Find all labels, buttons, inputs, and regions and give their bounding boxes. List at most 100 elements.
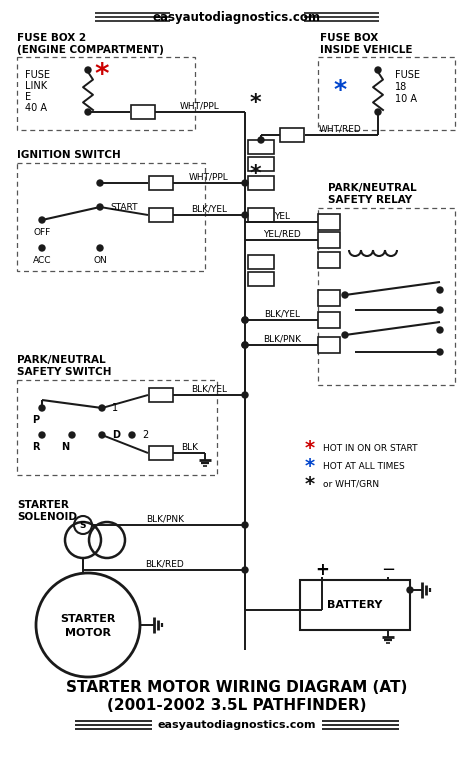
Text: MOTOR: MOTOR	[65, 628, 111, 638]
Circle shape	[97, 180, 103, 186]
Text: STARTER: STARTER	[60, 614, 116, 624]
Bar	[248, 208, 274, 222]
Text: YEL: YEL	[274, 211, 290, 221]
Text: *: *	[249, 93, 261, 113]
Circle shape	[342, 292, 348, 298]
Text: 2: 2	[142, 430, 148, 440]
Text: STARTER: STARTER	[17, 500, 69, 510]
Text: WHT/PPL: WHT/PPL	[189, 172, 229, 182]
Circle shape	[242, 567, 248, 573]
Text: PARK/NEUTRAL: PARK/NEUTRAL	[328, 183, 417, 193]
Text: (2001-2002 3.5L PATHFINDER): (2001-2002 3.5L PATHFINDER)	[107, 699, 367, 713]
Circle shape	[242, 342, 248, 348]
Text: LINK: LINK	[25, 81, 47, 91]
Bar	[318, 312, 340, 328]
Circle shape	[39, 245, 45, 251]
Circle shape	[39, 217, 45, 223]
Bar	[318, 214, 340, 230]
Circle shape	[242, 317, 248, 323]
Circle shape	[242, 317, 248, 323]
Text: ─: ─	[383, 561, 393, 579]
Circle shape	[437, 287, 443, 293]
Circle shape	[85, 67, 91, 73]
Text: BLK/YEL: BLK/YEL	[264, 309, 300, 319]
Text: P: P	[32, 415, 39, 425]
Text: 40 A: 40 A	[25, 103, 47, 113]
Circle shape	[437, 349, 443, 355]
Bar	[149, 208, 173, 222]
Text: PARK/NEUTRAL: PARK/NEUTRAL	[17, 355, 106, 365]
Text: FUSE BOX 2: FUSE BOX 2	[17, 33, 86, 43]
Text: ON: ON	[93, 256, 107, 264]
Circle shape	[129, 432, 135, 438]
Circle shape	[375, 67, 381, 73]
Text: BLK/YEL: BLK/YEL	[191, 205, 227, 214]
Bar	[17, 163, 205, 271]
Bar	[149, 388, 173, 402]
Text: WHT/RED: WHT/RED	[319, 125, 361, 133]
Bar	[318, 57, 455, 130]
Bar	[300, 580, 410, 630]
Bar	[248, 157, 274, 171]
Text: SAFETY SWITCH: SAFETY SWITCH	[17, 367, 111, 377]
Circle shape	[69, 432, 75, 438]
Bar	[318, 208, 455, 385]
Text: IGNITION SWITCH: IGNITION SWITCH	[17, 150, 121, 160]
Text: *: *	[333, 78, 346, 102]
Text: S: S	[80, 521, 86, 529]
Text: BATTERY: BATTERY	[328, 600, 383, 610]
Bar	[248, 255, 274, 269]
Circle shape	[39, 405, 45, 411]
Text: easyautodiagnostics.com: easyautodiagnostics.com	[158, 720, 316, 730]
Circle shape	[242, 392, 248, 398]
Text: HOT AT ALL TIMES: HOT AT ALL TIMES	[323, 461, 405, 470]
Circle shape	[342, 332, 348, 338]
Text: BLK/PNK: BLK/PNK	[263, 335, 301, 343]
Text: BLK/YEL: BLK/YEL	[191, 385, 227, 394]
Circle shape	[242, 342, 248, 348]
Text: YEL/RED: YEL/RED	[263, 230, 301, 238]
Circle shape	[242, 212, 248, 218]
Bar	[131, 105, 155, 119]
Circle shape	[437, 307, 443, 313]
Text: STARTER MOTOR WIRING DIAGRAM (AT): STARTER MOTOR WIRING DIAGRAM (AT)	[66, 680, 408, 696]
Text: INSIDE VEHICLE: INSIDE VEHICLE	[320, 45, 412, 55]
Text: D: D	[112, 430, 120, 440]
Text: SOLENOID: SOLENOID	[17, 512, 77, 522]
Text: BLK/PNK: BLK/PNK	[146, 515, 184, 523]
Bar	[17, 380, 217, 475]
Bar	[17, 57, 195, 130]
Text: *: *	[305, 457, 315, 476]
Circle shape	[97, 204, 103, 210]
Bar	[318, 252, 340, 268]
Circle shape	[375, 109, 381, 115]
Bar	[318, 232, 340, 248]
Text: or WHT/GRN: or WHT/GRN	[323, 480, 379, 489]
Text: HOT IN ON OR START: HOT IN ON OR START	[323, 444, 418, 453]
Text: BLK/RED: BLK/RED	[146, 559, 184, 568]
Text: FUSE: FUSE	[395, 70, 420, 80]
Text: START: START	[110, 202, 137, 211]
Circle shape	[99, 405, 105, 411]
Bar	[248, 140, 274, 154]
Circle shape	[99, 432, 105, 438]
Text: *: *	[95, 61, 109, 89]
Bar	[318, 337, 340, 353]
Circle shape	[258, 137, 264, 143]
Circle shape	[437, 327, 443, 333]
Circle shape	[85, 109, 91, 115]
Bar	[149, 446, 173, 460]
Text: WHT/PPL: WHT/PPL	[180, 102, 220, 110]
Text: R: R	[32, 442, 39, 452]
Bar	[149, 176, 173, 190]
Text: 1: 1	[112, 403, 118, 413]
Text: *: *	[305, 438, 315, 457]
Text: *: *	[305, 474, 315, 493]
Circle shape	[242, 180, 248, 186]
Text: easyautodiagnostics.com: easyautodiagnostics.com	[153, 11, 321, 24]
Circle shape	[407, 587, 413, 593]
Text: N: N	[61, 442, 69, 452]
Text: BLK: BLK	[182, 443, 199, 451]
Text: *: *	[249, 164, 261, 184]
Circle shape	[242, 522, 248, 528]
